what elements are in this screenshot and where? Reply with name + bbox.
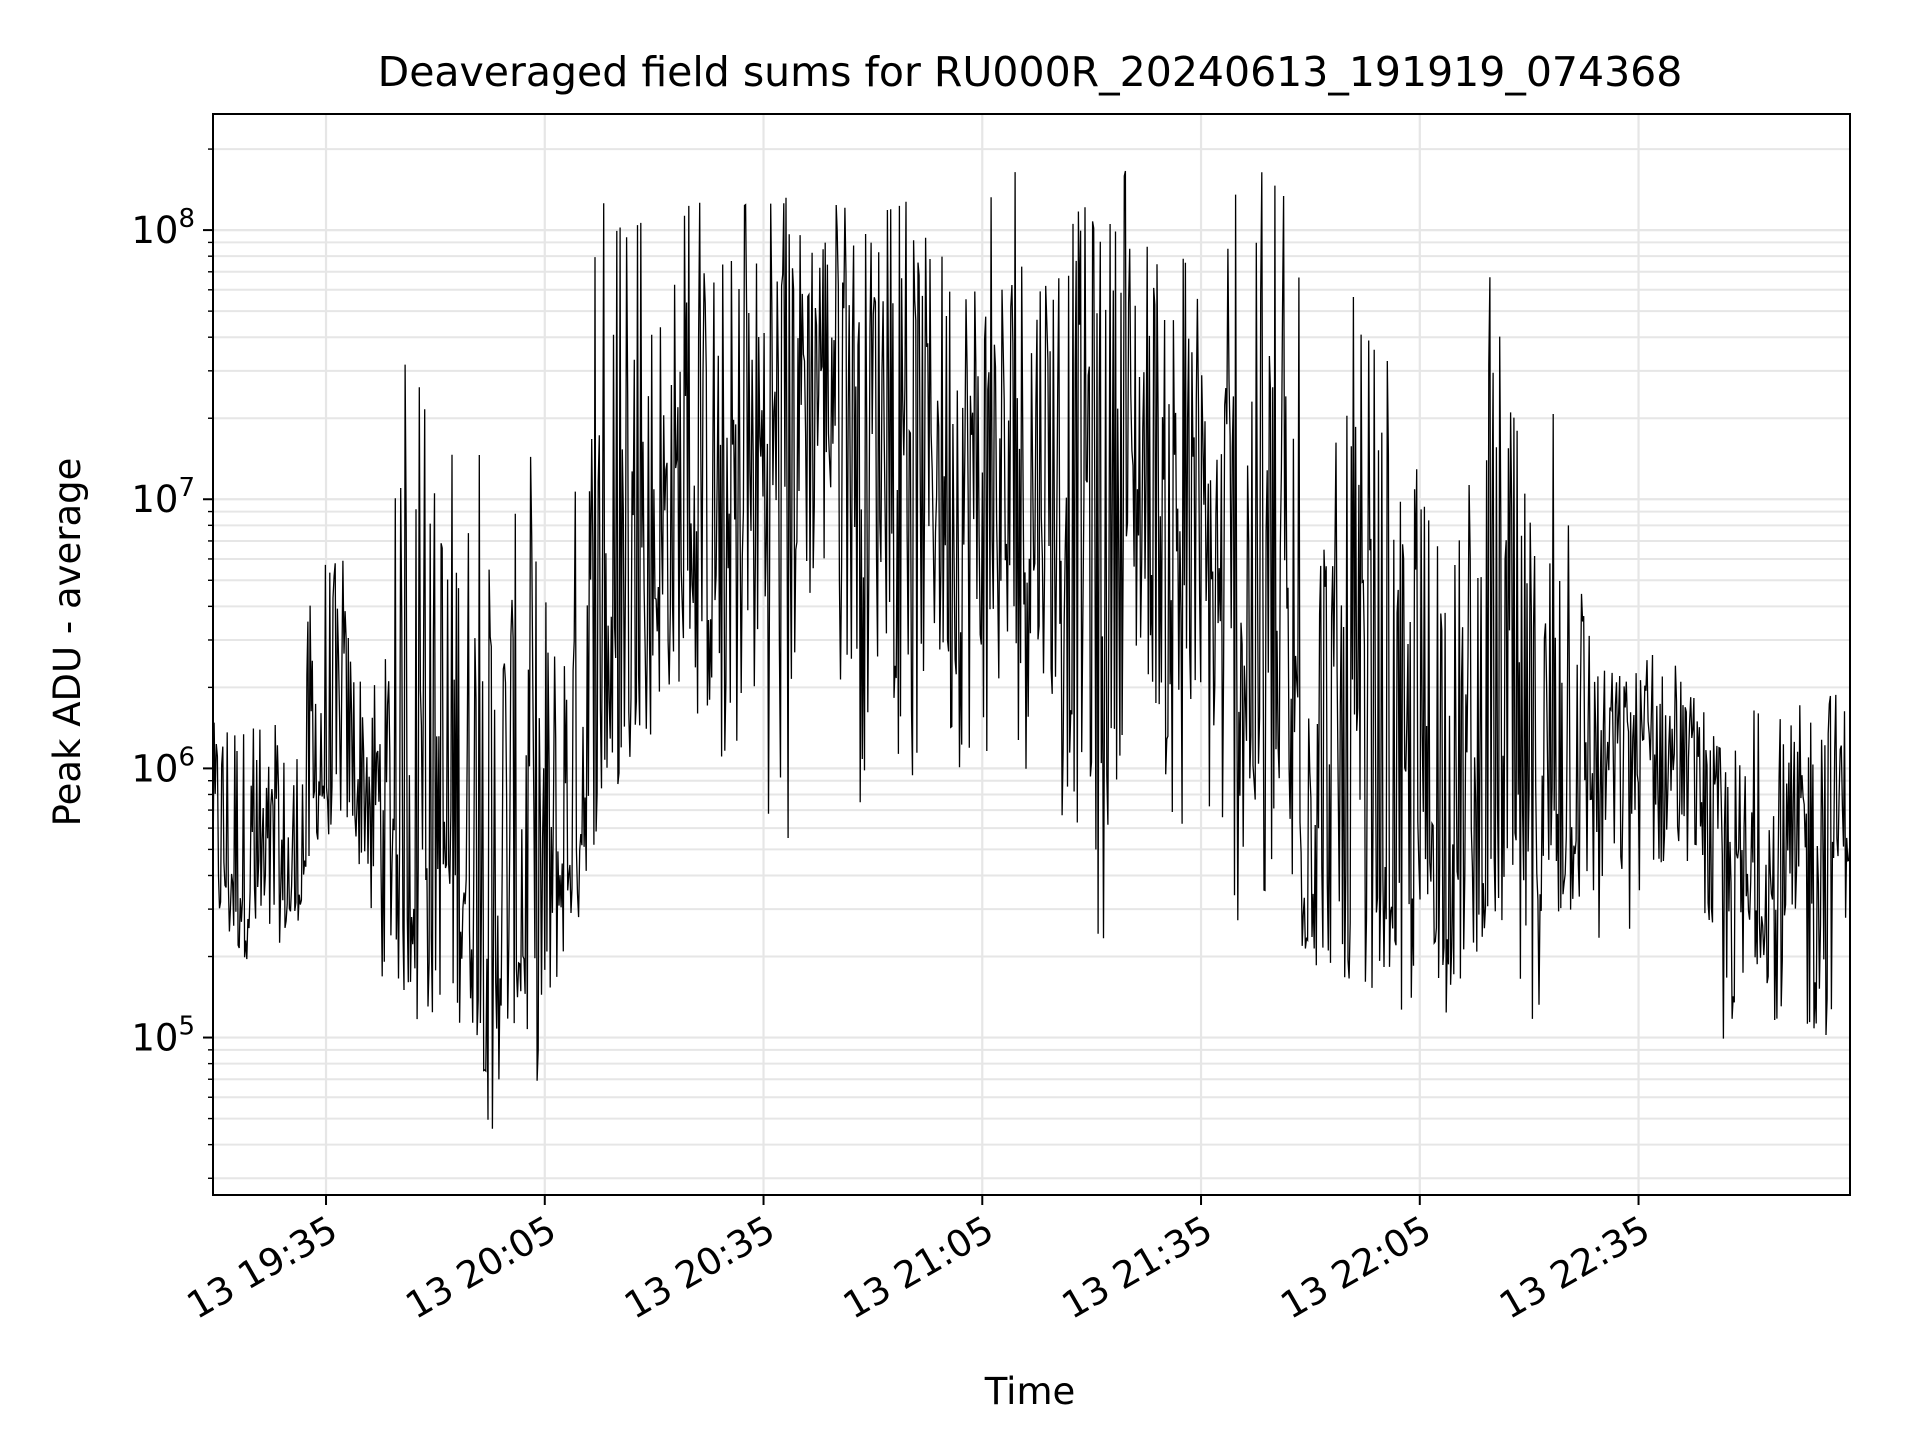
y-tick-label: 108 xyxy=(131,204,195,252)
y-tick-label: 105 xyxy=(131,1012,195,1060)
axes xyxy=(203,113,1851,1205)
plot-frame xyxy=(212,113,1851,1196)
y-tick-label: 107 xyxy=(131,473,195,521)
series-line xyxy=(212,170,1851,1129)
chart-title: Deaveraged field sums for RU000R_2024061… xyxy=(378,48,1683,96)
grid xyxy=(213,114,1850,1195)
y-axis-label: Peak ADU - average xyxy=(46,458,89,827)
series-layer xyxy=(212,170,1851,1129)
y-tick-label: 106 xyxy=(131,742,195,790)
x-axis-label: Time xyxy=(984,1370,1076,1413)
